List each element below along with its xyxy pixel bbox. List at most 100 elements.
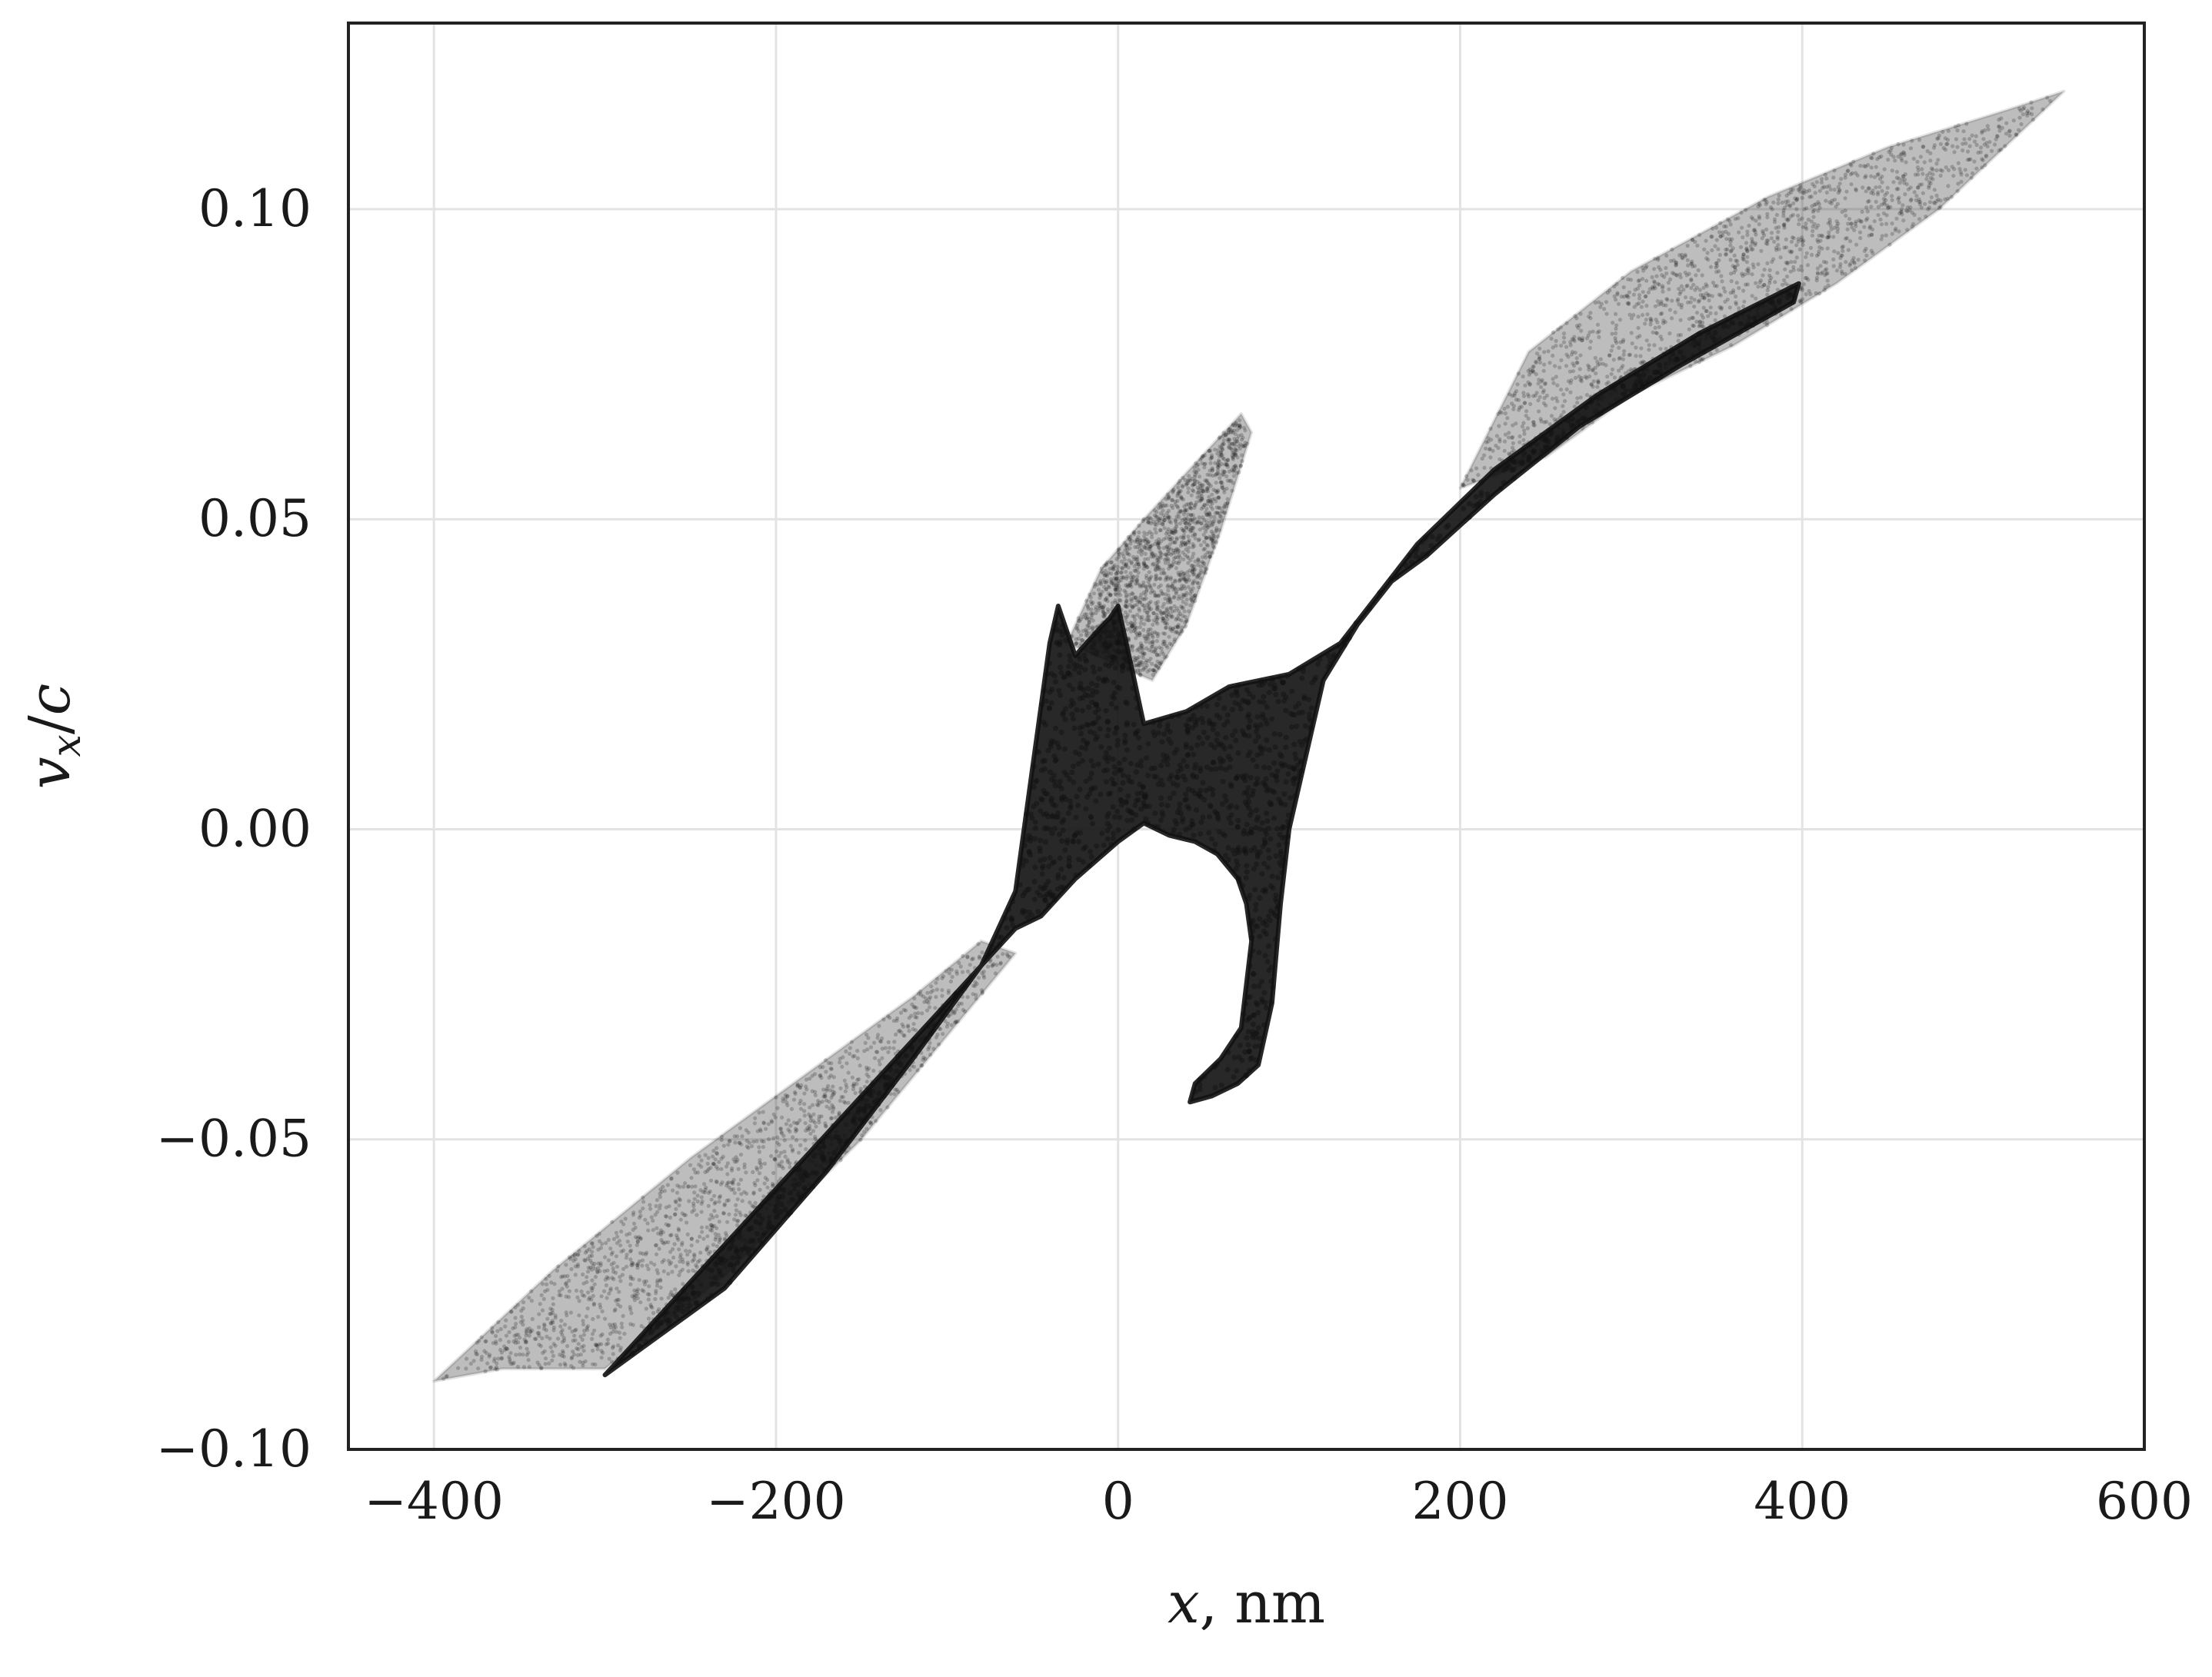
scatter-point: [525, 1330, 529, 1335]
scatter-point: [1689, 278, 1694, 283]
scatter-point: [907, 1029, 911, 1033]
scatter-point: [794, 1138, 799, 1143]
scatter-point: [1152, 513, 1158, 517]
scatter-point: [1670, 316, 1674, 321]
scatter-point: [719, 1156, 724, 1161]
scatter-point: [1656, 281, 1661, 286]
scatter-point: [676, 1226, 681, 1231]
scatter-point: [1198, 543, 1204, 547]
scatter-point: [1234, 1068, 1240, 1074]
scatter-point: [985, 964, 991, 969]
scatter-point: [705, 1169, 710, 1173]
scatter-point: [611, 1329, 615, 1334]
scatter-point: [1170, 497, 1174, 503]
scatter-point: [661, 1269, 666, 1273]
scatter-point: [1211, 533, 1216, 537]
scatter-point: [1627, 301, 1631, 307]
scatter-point: [820, 1100, 825, 1104]
scatter-point: [513, 1325, 518, 1329]
scatter-point: [912, 1005, 917, 1010]
scatter-point: [1791, 268, 1796, 272]
scatter-point: [1879, 154, 1884, 159]
scatter-point: [1997, 128, 2002, 133]
scatter-point: [1212, 519, 1217, 524]
scatter-point: [785, 1100, 789, 1105]
scatter-point: [971, 983, 976, 988]
scatter-point: [1515, 382, 1520, 387]
scatter-point: [1641, 359, 1645, 364]
scatter-point: [980, 988, 984, 993]
scatter-point: [757, 1145, 761, 1150]
scatter-point: [1754, 218, 1758, 223]
scatter-point: [638, 1300, 643, 1305]
scatter-point: [1723, 289, 1727, 294]
scatter-point: [1629, 331, 1634, 335]
scatter-point: [1676, 338, 1681, 343]
scatter-point: [1610, 331, 1614, 336]
scatter-point: [1244, 863, 1250, 869]
scatter-point: [788, 1123, 793, 1128]
scatter-point: [551, 1320, 555, 1325]
scatter-point: [1189, 595, 1194, 601]
scatter-point: [487, 1354, 491, 1359]
scatter-point: [1204, 567, 1208, 572]
scatter-point: [445, 1373, 449, 1379]
scatter-point: [511, 1360, 516, 1365]
scatter-point: [1524, 409, 1529, 414]
scatter-point: [1174, 591, 1178, 596]
scatter-point: [1867, 198, 1871, 203]
scatter-point: [1667, 308, 1672, 312]
scatter-point: [1605, 374, 1610, 379]
scatter-point: [735, 1134, 740, 1139]
scatter-point: [477, 1339, 481, 1343]
scatter-point: [1578, 395, 1583, 400]
scatter-point: [813, 1120, 818, 1125]
scatter-point: [738, 1213, 743, 1217]
scatter-point: [798, 1098, 803, 1103]
scatter-point: [605, 1337, 611, 1342]
scatter-point: [1134, 561, 1139, 567]
scatter-point: [514, 1353, 518, 1357]
scatter-point: [974, 997, 978, 1001]
scatter-point: [1596, 380, 1601, 384]
scatter-point: [1491, 448, 1495, 453]
scatter-point: [1141, 597, 1145, 601]
scatter-point: [666, 1259, 671, 1263]
scatter-point: [1124, 544, 1128, 548]
scatter-point: [1851, 159, 1856, 164]
scatter-point: [1619, 366, 1624, 371]
scatter-point: [1713, 244, 1717, 248]
scatter-point: [564, 1310, 568, 1315]
scatter-point: [1553, 364, 1557, 368]
scatter-point: [1699, 313, 1704, 318]
scatter-point: [951, 1009, 955, 1013]
scatter-point: [569, 1364, 574, 1369]
scatter-point: [498, 1338, 503, 1343]
scatter-point: [751, 1191, 756, 1196]
scatter-point: [561, 1354, 566, 1359]
scatter-point: [775, 1140, 780, 1145]
scatter-point: [1180, 527, 1184, 531]
scatter-point: [675, 1233, 679, 1238]
scatter-point: [2017, 106, 2022, 111]
scatter-point: [1174, 566, 1178, 571]
scatter-point: [598, 1303, 602, 1307]
scatter-point: [558, 1363, 563, 1367]
scatter-point: [527, 1326, 531, 1331]
scatter-point: [1124, 599, 1128, 604]
scatter-point: [1854, 187, 1858, 191]
scatter-point: [484, 1339, 488, 1343]
scatter-point: [965, 969, 971, 973]
scatter-point: [1087, 620, 1091, 625]
scatter-point: [1526, 380, 1531, 384]
scatter-point: [594, 1343, 598, 1347]
scatter-point: [591, 1293, 595, 1298]
scatter-point: [1740, 225, 1744, 230]
scatter-point: [1116, 760, 1122, 767]
scatter-point: [1679, 284, 1684, 288]
scatter-point: [736, 1219, 741, 1223]
scatter-point: [1188, 603, 1193, 607]
scatter-point: [703, 1170, 708, 1174]
scatter-point: [1471, 478, 1476, 483]
scatter-point: [1128, 571, 1133, 576]
